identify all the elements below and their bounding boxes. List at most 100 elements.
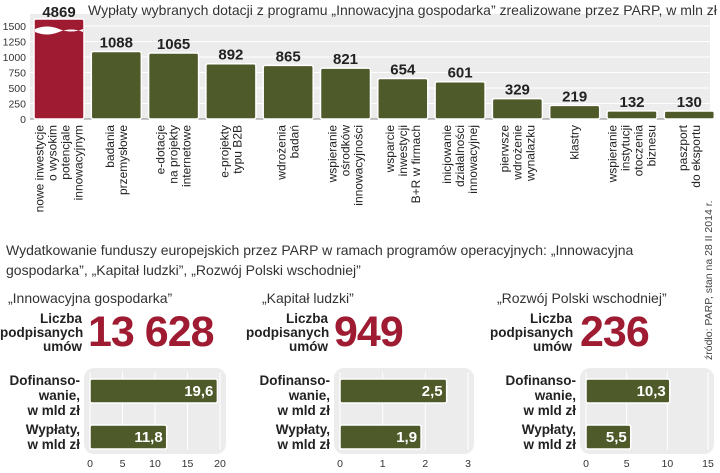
bar xyxy=(33,18,85,120)
category-label: paszport do eksportu xyxy=(676,124,703,187)
category-label-line: inwestycji xyxy=(396,125,410,176)
category-label: e-dotacje na projekty internetowe xyxy=(154,125,194,187)
x-tick-label: 0 xyxy=(87,458,93,470)
bar xyxy=(585,378,671,404)
category-label: pierwsze wdrożenie wynalazku xyxy=(497,125,537,182)
bar-value-label: 132 xyxy=(619,94,644,111)
category-label-line: wynalazku xyxy=(523,125,537,182)
bar-value-label: 1065 xyxy=(157,36,190,53)
bar-value-label: 130 xyxy=(677,94,702,111)
x-tick-label: 0 xyxy=(583,458,589,470)
category-label-line: e-projekty xyxy=(217,125,231,178)
program-name: „Kapitał ludzki” xyxy=(262,290,354,306)
category-label-line: do eksportu xyxy=(689,125,703,188)
x-tick-label: 15 xyxy=(702,458,714,470)
category-label: inicjowanie działalności innowacyjnej xyxy=(440,125,480,194)
bar xyxy=(548,104,601,120)
category-label-line: internetowe xyxy=(180,125,194,187)
bar-value-label: 654 xyxy=(390,61,416,78)
category-label: nowe inwestycje o wysokim potencjale innowa… xyxy=(33,125,86,213)
y-tick-label: 1250 xyxy=(3,37,27,49)
category-label-line: badań xyxy=(288,125,302,158)
bar-value-label: 601 xyxy=(448,65,473,82)
category-label-line: otoczenia xyxy=(632,125,646,177)
bar-value-label: 865 xyxy=(276,48,301,65)
bar-value-label: 821 xyxy=(333,51,358,68)
row-label-wyplaty: Wypłaty, w mld zł xyxy=(521,422,576,452)
contracts-label: Liczba podpisanych umów xyxy=(0,311,84,354)
bar-value-label: 219 xyxy=(562,88,587,105)
bar xyxy=(491,97,544,120)
bar-value-label: 10,3 xyxy=(637,383,666,400)
payouts-bar-chart: Wypłaty wybranych dotacji z programu „In… xyxy=(3,2,718,213)
bar xyxy=(262,64,314,120)
category-label: wdrożenia badań xyxy=(275,125,302,181)
y-tick-label: 250 xyxy=(8,99,26,111)
contracts-value: 236 xyxy=(580,308,650,356)
category-label-line: wdrożenia xyxy=(275,125,289,181)
x-tick-label: 10 xyxy=(149,458,161,470)
x-tick-label: 1 xyxy=(380,458,386,470)
x-tick-label: 0 xyxy=(337,458,343,470)
bar xyxy=(147,52,200,120)
program-panel-kapital-ludzki: 0 1 2 3 2,5 1,9 xyxy=(334,368,474,470)
program-name: „Innowacyjna gospodarka” xyxy=(8,290,173,306)
program-panel-rozwoj-polski-wschodniej: 0 5 10 15 10,3 5,5 xyxy=(580,368,714,470)
category-label: klastry xyxy=(568,125,582,160)
bar xyxy=(434,80,486,120)
source-note: źródło: PARP, stan na 28 II 2014 r. xyxy=(703,200,715,360)
bar xyxy=(90,50,143,120)
category-label: wspieranie instytucji otoczenia biznesu xyxy=(606,125,659,184)
category-label: wspieranie ośrodków innowacyjności xyxy=(326,125,366,206)
program-panel-innowacyjna-gospodarka: 0 5 10 15 20 19,6 11,8 xyxy=(84,368,226,470)
bar xyxy=(377,77,429,120)
bar xyxy=(205,62,257,120)
category-label-line: paszport xyxy=(676,124,690,171)
category-label-line: o wysokim xyxy=(46,125,60,181)
x-tick-label: 10 xyxy=(661,458,673,470)
axis-break-mark xyxy=(35,26,83,35)
row-label-wyplaty: Wypłaty, w mld zł xyxy=(25,422,80,452)
x-tick-label: 20 xyxy=(214,458,226,470)
category-label-line: pierwsze xyxy=(497,125,511,173)
row-label-dofinansowanie: Dofinanso- wanie, w mld zł xyxy=(9,373,81,418)
contracts-label: Liczba podpisanych umów xyxy=(490,311,574,354)
bar-value-label: 1088 xyxy=(100,35,133,52)
category-label-line: działalności xyxy=(453,125,467,187)
row-label-dofinansowanie: Dofinanso- wanie, w mld zł xyxy=(505,373,577,418)
bar xyxy=(585,424,632,450)
category-label-line: potencjale xyxy=(59,125,73,180)
category-label-line: e-dotacje xyxy=(154,125,168,175)
category-label-line: B+R w firmach xyxy=(409,125,423,203)
bar xyxy=(663,110,716,120)
contracts-value: 13 628 xyxy=(88,308,215,356)
x-tick-label: 3 xyxy=(465,458,471,470)
category-label-line: wsparcie xyxy=(383,125,397,174)
category-label-line: przemysłowe xyxy=(116,125,130,195)
program-name: „Rozwój Polski wschodniej” xyxy=(497,290,667,306)
bar xyxy=(339,424,422,450)
category-label-line: klastry xyxy=(568,125,582,160)
x-tick-label: 5 xyxy=(624,458,630,470)
y-tick-label: 500 xyxy=(8,83,26,95)
bar-value-label: 11,8 xyxy=(134,429,162,446)
bar xyxy=(89,424,168,450)
category-label-line: innowacyjnej xyxy=(466,125,480,194)
bar-value-label: 1,9 xyxy=(396,429,417,446)
y-tick-label: 1000 xyxy=(3,52,27,64)
bar xyxy=(606,110,658,120)
bar-value-label: 329 xyxy=(505,82,530,99)
category-label-line: typu B2B xyxy=(230,125,244,174)
bar-value-label: 19,6 xyxy=(184,383,213,400)
row-label-wyplaty: Wypłaty, w mld zł xyxy=(275,422,330,452)
category-label-line: nowe inwestycje xyxy=(33,125,47,213)
section-title: Wydatkowanie funduszy europejskich przez… xyxy=(6,242,634,278)
category-label-line: na projekty xyxy=(167,125,181,184)
y-tick-label: 0 xyxy=(20,114,26,126)
bar-value-label: 4869 xyxy=(42,4,75,21)
row-label-dofinansowanie: Dofinanso- wanie, w mld zł xyxy=(259,373,331,418)
y-tick-label: 1500 xyxy=(3,21,27,33)
category-label-line: biznesu xyxy=(645,125,659,166)
category-label-line: wdrożenie xyxy=(510,125,524,181)
x-tick-label: 15 xyxy=(182,458,194,470)
